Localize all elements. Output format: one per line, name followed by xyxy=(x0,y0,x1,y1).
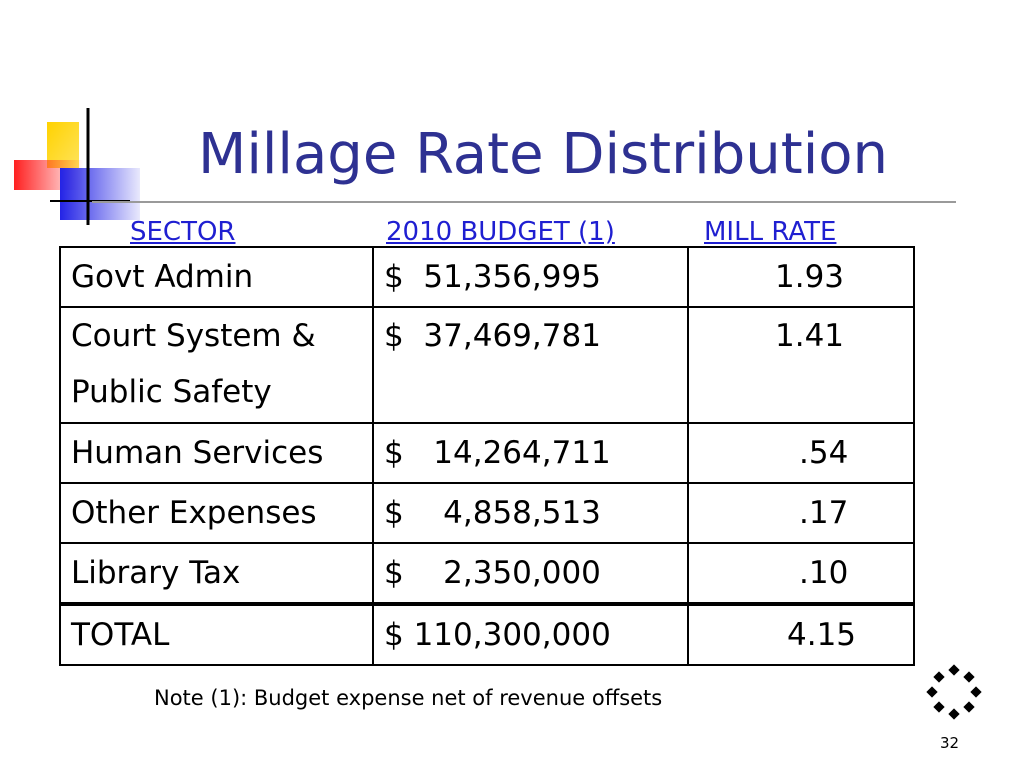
column-header-sector: SECTOR xyxy=(130,217,236,247)
table-row: Library Tax $ 2,350,000 .10 xyxy=(59,542,915,605)
mill-rate-cell: 1.93 xyxy=(775,259,845,295)
column-header-budget: 2010 BUDGET (1) xyxy=(386,217,615,247)
table-row: Govt Admin $ 51,356,995 1.93 xyxy=(59,246,915,308)
mill-rate-cell: 1.41 xyxy=(775,318,845,354)
table-row: Human Services $ 14,264,711 .54 xyxy=(59,422,915,484)
sector-cell: Other Expenses xyxy=(71,495,317,531)
mill-rate-cell: .54 xyxy=(799,435,849,471)
footnote: Note (1): Budget expense net of revenue … xyxy=(154,686,663,710)
flower-ornament-icon xyxy=(926,664,982,720)
mill-rate-cell: .10 xyxy=(799,555,849,591)
total-budget-cell: $ 110,300,000 xyxy=(384,617,611,653)
millage-table: Govt Admin $ 51,356,995 1.93 Court Syste… xyxy=(59,246,915,666)
column-header-mill-rate: MILL RATE xyxy=(704,217,837,247)
blue-bar xyxy=(60,168,140,220)
title-divider xyxy=(92,201,956,203)
slide-number: 32 xyxy=(940,734,960,752)
budget-cell: $ 2,350,000 xyxy=(384,555,601,591)
table-row: Court System & Public Safety $ 37,469,78… xyxy=(59,306,915,424)
sector-cell: Human Services xyxy=(71,435,324,471)
mill-rate-cell: .17 xyxy=(799,495,849,531)
budget-cell: $ 14,264,711 xyxy=(384,435,611,471)
total-mill-rate-cell: 4.15 xyxy=(787,617,857,653)
sector-line-1: Court System & xyxy=(71,318,316,354)
sector-line-2: Public Safety xyxy=(71,374,272,410)
sector-cell: Court System & Public Safety xyxy=(61,308,372,420)
slide-title: Millage Rate Distribution xyxy=(198,122,889,187)
budget-cell: $ 4,858,513 xyxy=(384,495,601,531)
budget-cell: $ 37,469,781 xyxy=(384,318,601,354)
budget-cell: $ 51,356,995 xyxy=(384,259,601,295)
sector-cell: Library Tax xyxy=(71,555,241,591)
decorative-squares-graphic xyxy=(14,108,140,225)
table-row: Other Expenses $ 4,858,513 .17 xyxy=(59,482,915,544)
total-label-cell: TOTAL xyxy=(71,617,170,653)
table-total-row: TOTAL $ 110,300,000 4.15 xyxy=(59,602,915,666)
sector-cell: Govt Admin xyxy=(71,259,254,295)
